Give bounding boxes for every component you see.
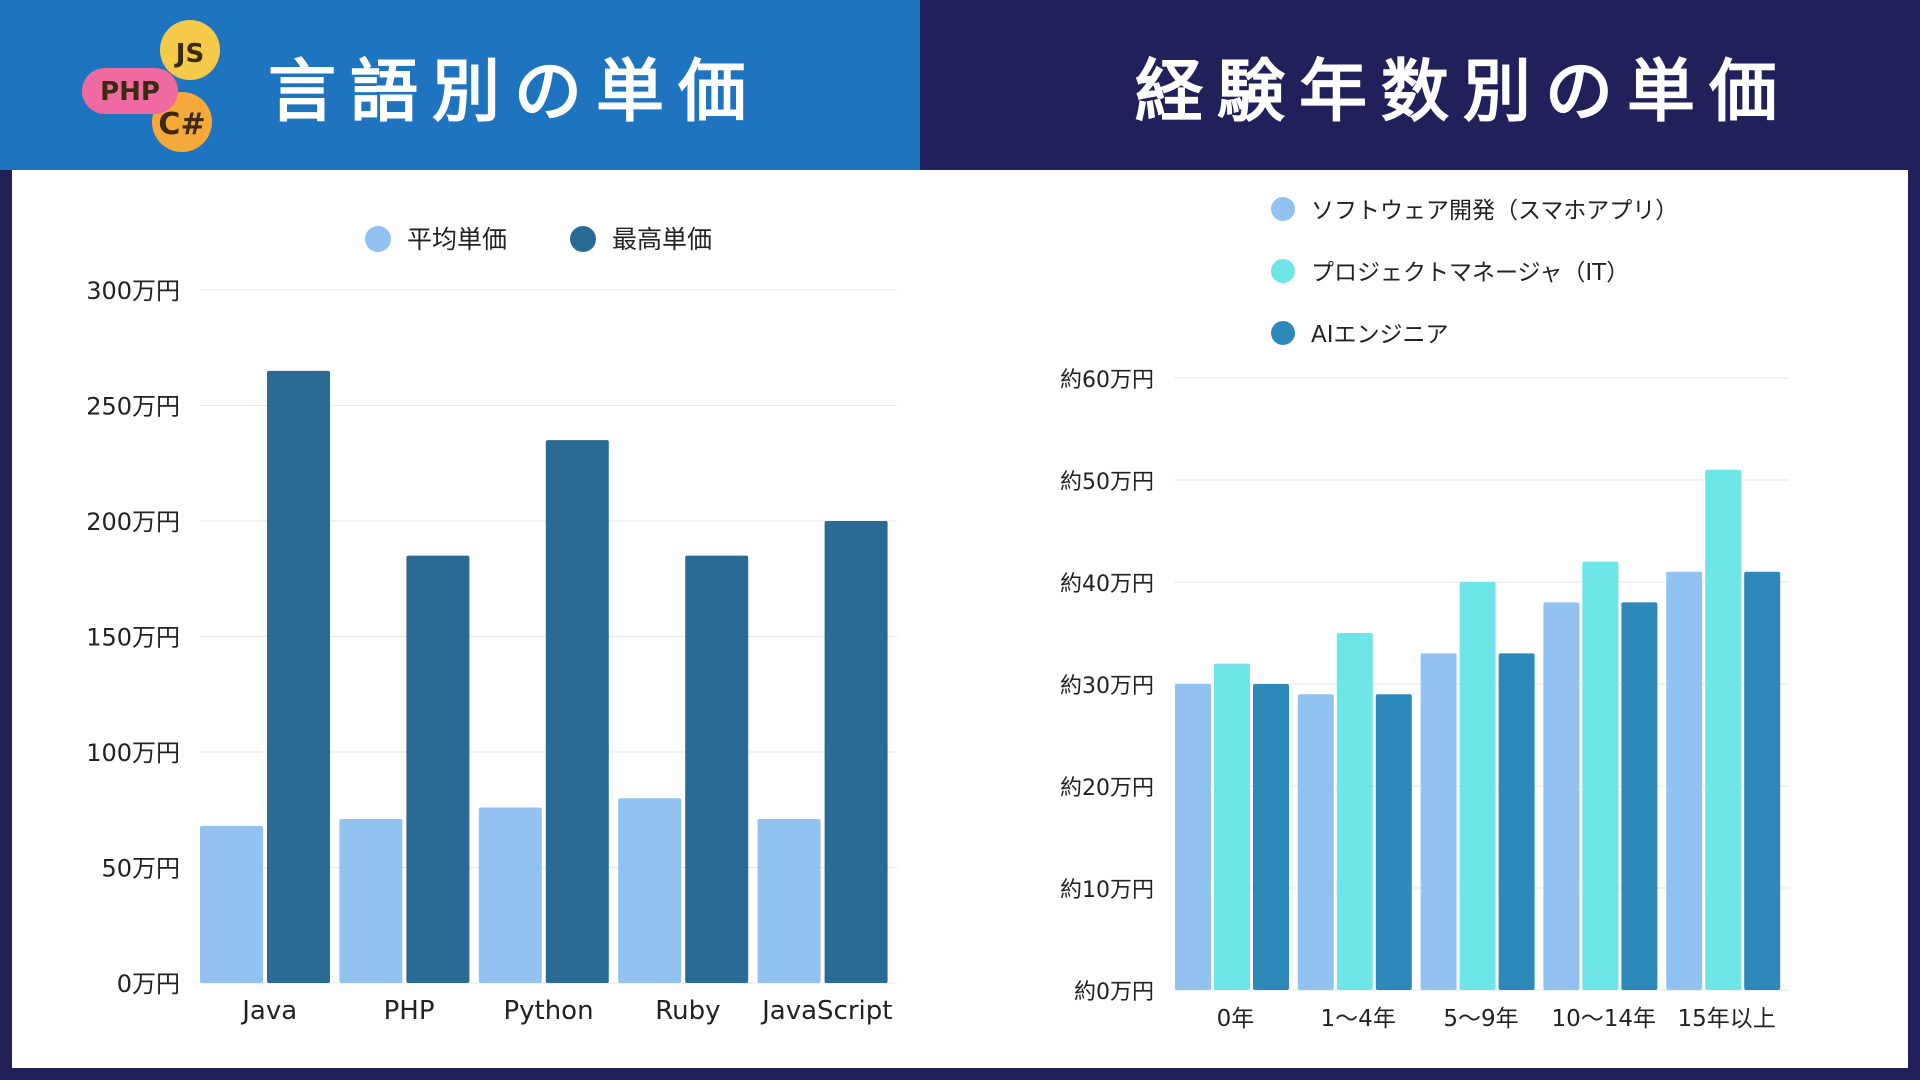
language-bar-chart: 0万円 50万円 100万円 150万円 200万円 250万円 300万円 Java PHP P… [86,225,897,1026]
x-tick-label: 5〜9年 [1443,1006,1518,1032]
bar [1297,694,1334,990]
language-logo-icon: JS C# PHP [82,20,220,152]
legend-label: 最高単価 [612,225,712,254]
js-badge-icon [160,20,220,80]
legend-label: ソフトウェア開発（スマホアプリ） [1311,198,1678,224]
y-tick-label: 100万円 [86,739,180,767]
bar [1214,663,1250,990]
bar [478,807,542,983]
y-tick-label: 約0万円 [1074,980,1154,1005]
bar [1175,684,1211,990]
bar [1621,602,1658,990]
legend-marker [1271,197,1295,221]
y-tick-label: 250万円 [86,393,180,421]
language-chart-title: 言語別の単価 [268,53,761,132]
y-tick-label: 50万円 [101,855,180,883]
bar [685,555,749,983]
bar [618,798,682,983]
legend-marker [1271,259,1295,283]
y-tick-label: 約30万円 [1060,674,1154,699]
php-badge-icon [82,68,178,114]
bar [1498,653,1535,990]
bar [1543,602,1580,990]
bar [267,370,330,984]
x-tick-label: 1〜4年 [1321,1006,1396,1032]
legend-marker [570,226,596,252]
bar [824,521,888,983]
x-tick-label: 10〜14年 [1552,1006,1657,1032]
y-tick-label: 150万円 [86,624,180,652]
y-tick-label: 200万円 [86,508,180,536]
legend-marker [1271,321,1295,345]
legend-label: AIエンジニア [1311,322,1449,348]
bar [1705,469,1742,990]
legend-label: 平均単価 [407,225,507,254]
y-tick-label: 約50万円 [1060,470,1154,495]
x-tick-label: PHP [384,996,435,1026]
experience-chart-title: 経験年数別の単価 [1135,53,1792,132]
y-tick-label: 約10万円 [1060,878,1154,903]
bar [1459,582,1496,990]
x-tick-label: Ruby [655,996,720,1026]
bar [1582,561,1619,990]
bar [200,825,263,983]
php-badge-label: PHP [100,77,160,107]
bar [1420,653,1457,990]
bar [1666,571,1703,990]
x-tick-label: JavaScript [760,996,892,1026]
x-tick-label: Python [503,996,593,1026]
csharp-badge-label: C# [158,107,205,142]
bar [406,555,470,983]
header-right-band [920,0,1920,170]
y-tick-label: 0万円 [117,970,180,998]
bar [1744,571,1781,990]
js-badge-label: JS [174,39,204,69]
bar [1253,684,1289,990]
bar [757,818,821,983]
bar [1336,633,1373,990]
y-tick-label: 300万円 [86,277,180,305]
legend-label: プロジェクトマネージャ（IT） [1311,260,1629,286]
bar [339,818,403,983]
bar [545,440,609,983]
x-tick-label: Java [240,996,297,1026]
x-tick-label: 15年以上 [1677,1006,1775,1032]
bar [1375,694,1412,990]
experience-bar-chart: 約0万円 約10万円 約20万円 約30万円 約40万円 約50万円 約60万円 0年 1〜4年… [1060,197,1788,1032]
x-tick-label: 0年 [1217,1006,1255,1032]
y-tick-label: 約20万円 [1060,776,1154,801]
y-tick-label: 約40万円 [1060,572,1154,597]
legend-marker [365,226,391,252]
y-tick-label: 約60万円 [1060,368,1154,393]
